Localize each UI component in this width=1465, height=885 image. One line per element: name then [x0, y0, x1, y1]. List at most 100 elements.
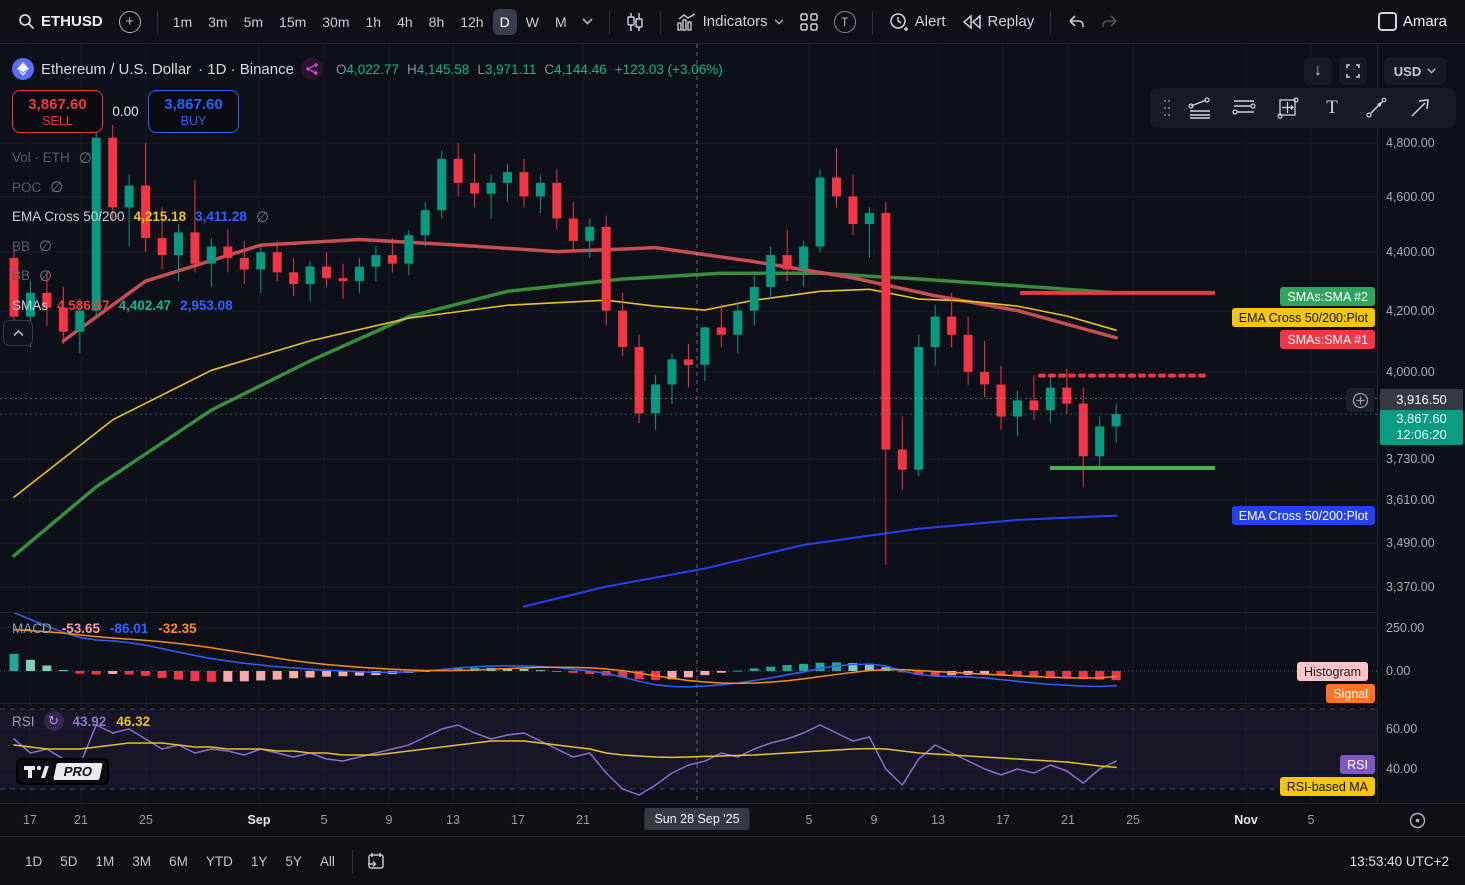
indicator-name[interactable]: Vol · ETH: [12, 150, 70, 166]
eye-off-icon[interactable]: ∅: [39, 238, 53, 256]
indicators-label: Indicators: [702, 13, 768, 30]
timeframe-M[interactable]: M: [554, 13, 567, 30]
alert-button[interactable]: Alert: [881, 7, 954, 37]
range-1d[interactable]: 1D: [25, 853, 43, 869]
pair-title[interactable]: Ethereum / U.S. Dollar: [41, 60, 192, 78]
timeframe-4h[interactable]: 4h: [397, 13, 413, 30]
plot-label-badge: SMAs:SMA #1: [1280, 330, 1375, 349]
eye-off-icon[interactable]: ∅: [39, 267, 53, 285]
range-ytd[interactable]: YTD: [205, 853, 233, 869]
drag-handle[interactable]: [1158, 92, 1176, 124]
indicator-name[interactable]: BB: [12, 268, 31, 284]
add-symbol-button[interactable]: +: [111, 6, 149, 38]
pair-interval[interactable]: · 1D · Binance: [198, 60, 294, 78]
text-tool[interactable]: T: [1326, 97, 1338, 118]
chevron-down-icon: [1427, 68, 1436, 74]
indicator-legend-list: Vol · ETH ∅ POC ∅ EMA Cross 50/200 4,215.18 3,…: [12, 143, 269, 320]
timeframe-5m[interactable]: 5m: [243, 13, 264, 30]
time-axis[interactable]: 17 21 25 Sep 5 9 13 17 21 5 9 13 17 21 25 Nov 5 Sun 28 Se…: [0, 803, 1465, 836]
replay-button[interactable]: Replay: [954, 8, 1043, 35]
macd-label[interactable]: MACD: [12, 621, 52, 636]
tradingview-pro-logo[interactable]: PRO: [16, 758, 110, 785]
eye-off-icon[interactable]: ∅: [50, 179, 64, 197]
session-clock[interactable]: 13:53:40 UTC+2: [1349, 853, 1449, 869]
toolbar-divider: [1050, 9, 1052, 34]
buy-button[interactable]: 3,867.60 BUY: [148, 90, 239, 133]
rsi-label[interactable]: RSI: [12, 713, 35, 729]
timeframe-15m[interactable]: 15m: [279, 13, 307, 30]
collapse-legend-button[interactable]: [3, 320, 33, 346]
timeframe-8h[interactable]: 8h: [428, 13, 445, 30]
transform-tool[interactable]: [1268, 92, 1308, 124]
time-axis-label: 25: [139, 813, 153, 827]
timeframe-1h[interactable]: 1h: [365, 13, 382, 30]
range-5y[interactable]: 5Y: [285, 853, 302, 869]
price-scale-label: 3,730.00: [1386, 452, 1435, 466]
macd-pane-separator[interactable]: [0, 612, 1465, 613]
macd-value: -53.65: [61, 621, 101, 636]
indicator-value: 4,586.57: [57, 297, 110, 313]
rsi-value: 43.92: [72, 713, 107, 729]
scale-down-button[interactable]: ↓: [1304, 57, 1332, 85]
undo-icon: [1067, 14, 1085, 29]
price-scale-label: 3,370.00: [1386, 580, 1435, 594]
range-all[interactable]: All: [319, 853, 335, 869]
arrow-tool[interactable]: [1400, 92, 1440, 124]
price-scale-divider[interactable]: [1377, 44, 1378, 836]
trade-panel: 3,867.60 SELL 0.00 3,867.60 BUY: [12, 90, 239, 133]
indicator-name[interactable]: SMAs: [12, 297, 49, 313]
rsi-value: 46.32: [116, 713, 151, 729]
layout-grid-button[interactable]: [792, 8, 826, 36]
plot-label-badge: Signal: [1326, 684, 1375, 703]
undo-button[interactable]: [1059, 10, 1093, 34]
price-scale-label: 4,600.00: [1386, 190, 1435, 204]
template-button[interactable]: T: [826, 6, 864, 38]
replay-icon: [962, 13, 982, 30]
rsi-legend: RSI ↻ 43.92 46.32: [12, 711, 150, 731]
plus-circle-icon: +: [118, 10, 141, 33]
indicator-value: 4,215.18: [133, 209, 187, 225]
symbol-search-button[interactable]: ETHUSD: [10, 8, 111, 35]
eye-off-icon[interactable]: ∅: [78, 149, 92, 167]
maximize-pane-button[interactable]: [1339, 57, 1367, 85]
range-1m[interactable]: 1M: [95, 853, 115, 869]
plot-label-badge: SMAs:SMA #2: [1280, 287, 1375, 306]
crosshair-add-alert-button[interactable]: [1346, 388, 1374, 412]
currency-dropdown[interactable]: USD: [1384, 57, 1446, 85]
range-5d[interactable]: 5D: [60, 853, 78, 869]
share-icon[interactable]: [300, 58, 323, 80]
range-6m[interactable]: 6M: [169, 853, 188, 869]
arrow-marker-tool[interactable]: [1356, 92, 1396, 124]
range-3m[interactable]: 3M: [132, 853, 152, 869]
timeframe-12h[interactable]: 12h: [460, 13, 484, 30]
horizontal-lines-tool[interactable]: [1224, 92, 1264, 124]
interval-expand-button[interactable]: [574, 13, 601, 30]
indicator-name[interactable]: POC: [12, 179, 42, 195]
indicator-name[interactable]: BB: [12, 238, 31, 254]
price-scale-label: 40.00: [1386, 762, 1418, 776]
rsi-pane-separator[interactable]: [0, 703, 1465, 704]
refresh-icon[interactable]: ↻: [43, 711, 64, 731]
bar-style-button[interactable]: [618, 7, 652, 37]
maximize-icon: [1346, 64, 1360, 78]
sell-button[interactable]: 3,867.60 SELL: [12, 90, 103, 133]
timeframe-30m[interactable]: 30m: [322, 13, 350, 30]
go-to-date-button[interactable]: [361, 845, 391, 877]
price-scale[interactable]: 4,800.00 4,600.00 4,400.00 4,200.00 4,000.00…: [1378, 44, 1465, 803]
range-1y[interactable]: 1Y: [250, 853, 268, 869]
trend-lines-tool[interactable]: [1180, 92, 1220, 124]
timeframe-W[interactable]: W: [525, 13, 539, 30]
redo-button[interactable]: [1093, 10, 1127, 34]
indicators-button[interactable]: Indicators: [669, 8, 792, 36]
layout-grid-icon: [799, 12, 818, 31]
timezone-settings-icon[interactable]: [1408, 811, 1427, 830]
timeframe-3m[interactable]: 3m: [208, 13, 228, 30]
timeframe-D[interactable]: D: [492, 8, 517, 35]
toolbar-divider: [871, 9, 873, 34]
user-account-button[interactable]: Amara: [1370, 7, 1455, 36]
eye-off-icon[interactable]: ∅: [255, 208, 270, 226]
timeframe-1m[interactable]: 1m: [172, 13, 193, 30]
indicator-name[interactable]: EMA Cross 50/200: [12, 209, 125, 225]
chart-canvas[interactable]: [0, 0, 1377, 803]
open-value: 4,022.77: [346, 61, 400, 77]
